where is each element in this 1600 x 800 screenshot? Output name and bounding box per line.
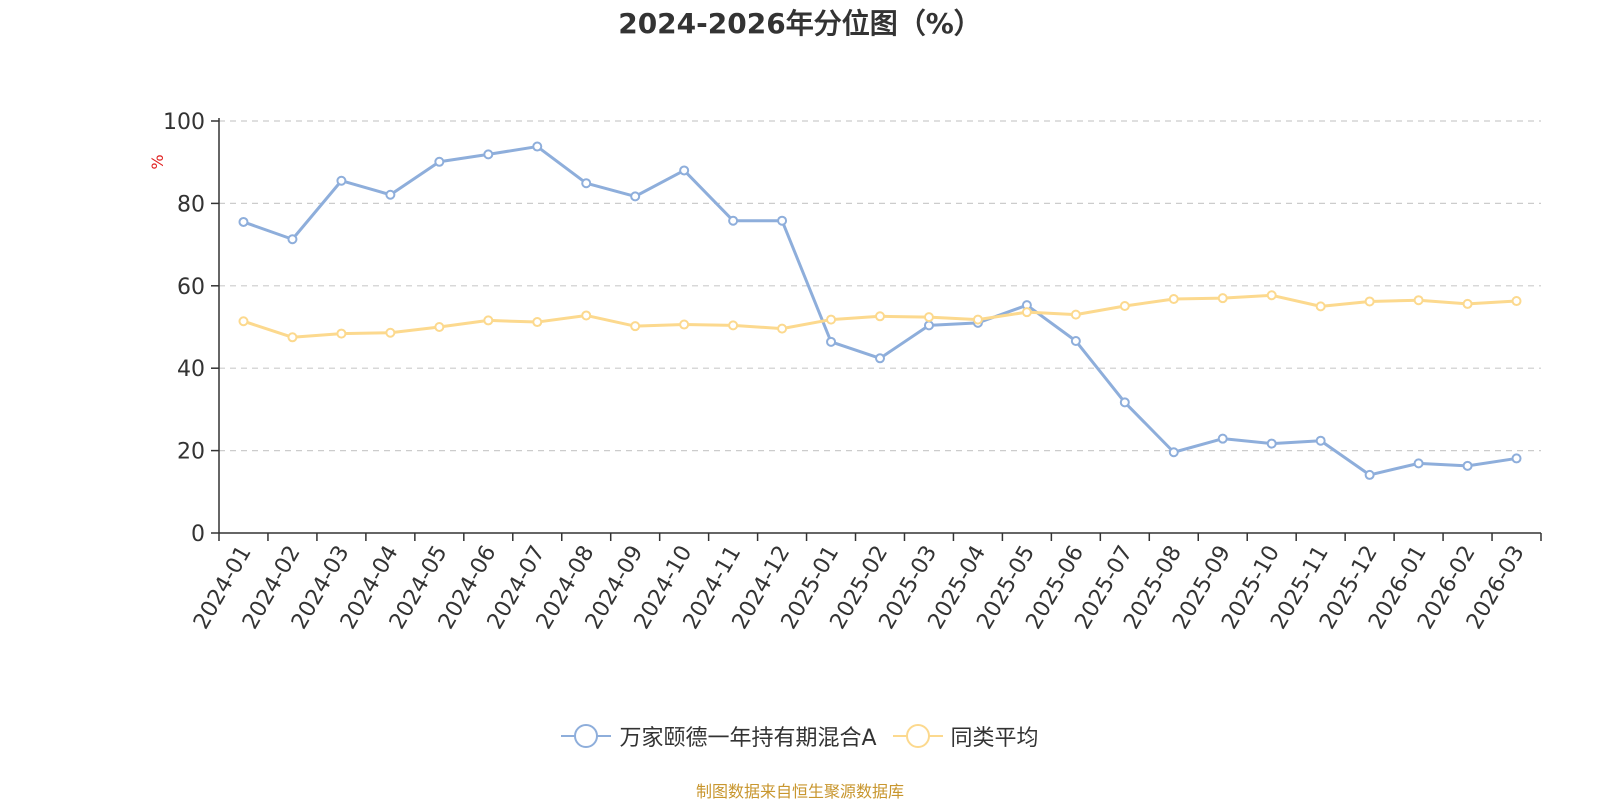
data-point-series-1 xyxy=(1511,453,1522,464)
data-point-series-2 xyxy=(679,319,690,330)
data-point-series-1 xyxy=(728,215,739,226)
data-point-series-2 xyxy=(1364,296,1375,307)
data-point-series-2 xyxy=(1462,298,1473,309)
data-point-series-1 xyxy=(336,175,347,186)
data-point-series-2 xyxy=(826,314,837,325)
data-point-series-1 xyxy=(1266,438,1277,449)
data-point-series-2 xyxy=(728,320,739,331)
chart-legend: 万家颐德一年持有期混合A 同类平均 xyxy=(0,720,1600,752)
legend-item-series-2[interactable]: 同类平均 xyxy=(892,720,1039,752)
data-point-series-2 xyxy=(434,322,445,332)
data-point-series-1 xyxy=(1168,447,1179,458)
data-point-series-2 xyxy=(1070,309,1081,320)
data-point-series-2 xyxy=(1021,307,1032,318)
data-point-series-1 xyxy=(238,216,249,227)
legend-label-series-2: 同类平均 xyxy=(950,726,1039,751)
chart-title: 2024-2026年分位图（%） xyxy=(618,7,982,40)
data-point-series-2 xyxy=(1217,293,1228,304)
data-point-series-1 xyxy=(1364,469,1375,480)
data-point-series-1 xyxy=(923,320,934,331)
data-point-series-1 xyxy=(287,234,298,245)
data-point-series-2 xyxy=(1315,301,1326,312)
data-point-series-1 xyxy=(1413,458,1424,469)
data-point-series-2 xyxy=(1511,296,1522,307)
data-point-series-2 xyxy=(483,315,494,326)
data-point-series-2 xyxy=(238,316,249,327)
data-point-series-1 xyxy=(1462,460,1473,471)
data-point-series-2 xyxy=(1119,300,1130,311)
data-point-series-2 xyxy=(630,321,641,332)
data-point-series-1 xyxy=(1070,336,1081,347)
data-point-series-1 xyxy=(826,336,837,347)
data-point-series-1 xyxy=(1315,435,1326,446)
data-point-series-1 xyxy=(385,189,396,200)
legend-label-series-1: 万家颐德一年持有期混合A xyxy=(619,726,877,751)
legend-line-circle-icon xyxy=(892,724,943,748)
source-note: 制图数据来自恒生聚源数据库 xyxy=(695,782,904,800)
data-point-series-2 xyxy=(1266,290,1277,301)
legend-item-series-1[interactable]: 万家颐德一年持有期混合A xyxy=(561,720,877,752)
y-tick-label: 40 xyxy=(177,357,205,382)
data-point-series-1 xyxy=(630,191,641,202)
data-point-series-1 xyxy=(581,178,592,189)
data-point-series-1 xyxy=(1217,433,1228,444)
y-tick-label: 0 xyxy=(191,522,205,547)
data-point-series-2 xyxy=(972,314,983,325)
data-point-series-1 xyxy=(434,156,445,167)
data-point-series-2 xyxy=(336,328,347,339)
data-point-series-1 xyxy=(1119,397,1130,408)
data-point-series-1 xyxy=(679,165,690,176)
y-axis-label: % xyxy=(148,154,167,169)
y-tick-label: 100 xyxy=(163,110,205,135)
data-point-series-2 xyxy=(923,312,934,323)
data-point-series-2 xyxy=(777,323,788,334)
y-tick-label: 20 xyxy=(177,440,205,465)
data-point-series-2 xyxy=(532,317,543,328)
legend-line-circle-icon xyxy=(561,724,612,748)
series-line-1 xyxy=(242,145,1517,477)
data-point-series-2 xyxy=(581,310,592,321)
y-tick-label: 60 xyxy=(177,275,205,300)
data-point-series-2 xyxy=(1413,295,1424,306)
data-point-series-1 xyxy=(875,353,885,364)
data-point-series-1 xyxy=(483,149,494,160)
data-point-series-1 xyxy=(532,141,543,152)
y-tick-label: 80 xyxy=(177,192,205,217)
data-point-series-1 xyxy=(777,215,788,226)
data-point-series-2 xyxy=(287,332,298,343)
data-point-series-2 xyxy=(875,311,885,322)
data-point-series-2 xyxy=(385,327,396,338)
data-point-series-2 xyxy=(1168,293,1179,304)
